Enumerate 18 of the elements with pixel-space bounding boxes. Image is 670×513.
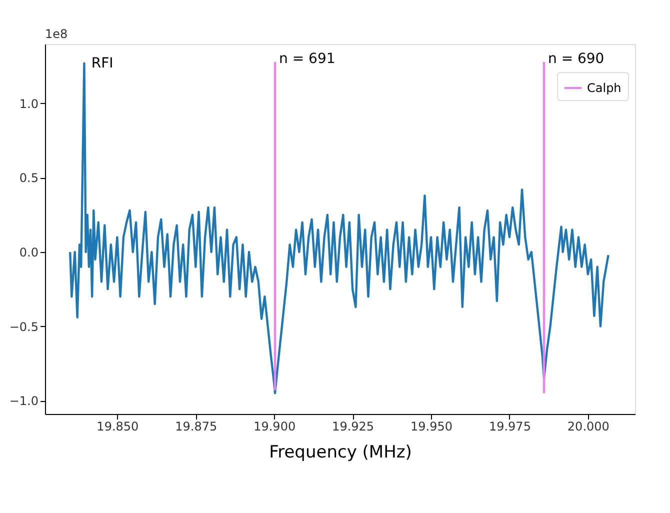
x-tick-label: 19.850 xyxy=(96,420,139,434)
y-tick-label: −1.0 xyxy=(9,394,38,408)
y-tick-label: −0.5 xyxy=(9,320,38,334)
y-tick-label: 0.5 xyxy=(19,171,38,186)
x-tick-label: 19.875 xyxy=(175,420,218,434)
x-axis-title: Frequency (MHz) xyxy=(269,442,412,462)
x-tick-label: 20.000 xyxy=(567,420,610,434)
legend-label: Calph xyxy=(587,81,622,95)
annotation: n = 690 xyxy=(548,50,604,67)
y-tick-label: 1.0 xyxy=(19,96,38,111)
x-tick-label: 19.950 xyxy=(410,420,453,434)
x-tick-label: 19.975 xyxy=(488,420,531,434)
x-tick-label: 19.900 xyxy=(254,420,296,434)
x-tick-label: 19.925 xyxy=(332,420,374,434)
annotation: n = 691 xyxy=(279,50,336,67)
text: 1e8 xyxy=(45,27,68,41)
y-tick-label: 0.0 xyxy=(19,246,38,260)
annotation: RFI xyxy=(91,55,114,72)
